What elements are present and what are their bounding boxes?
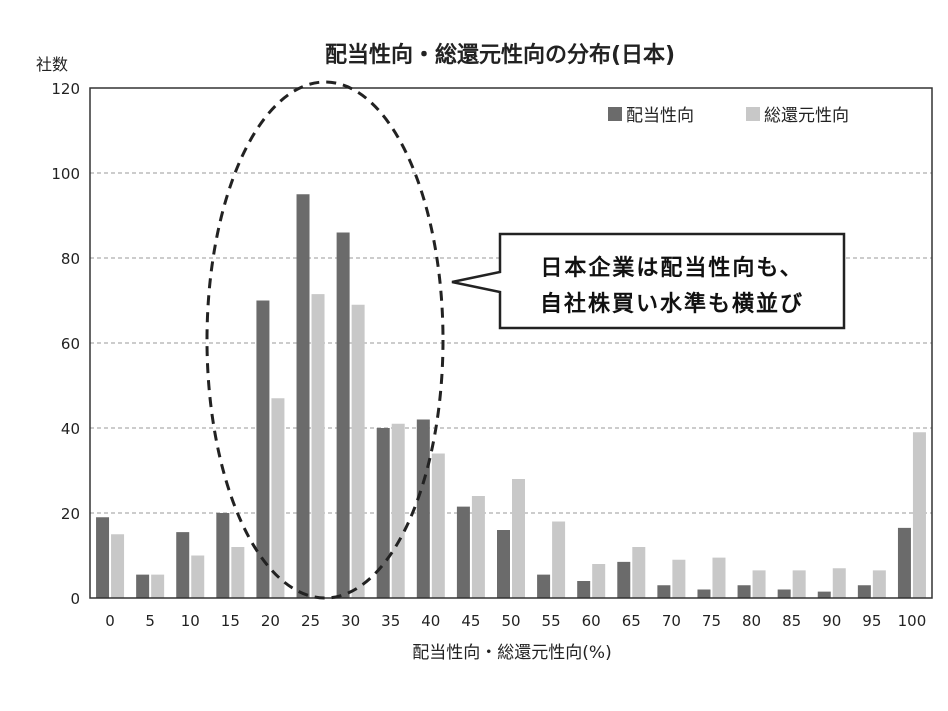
x-tick-label: 30 bbox=[341, 612, 360, 630]
callout-line-1: 日本企業は配当性向も、 bbox=[540, 255, 803, 281]
bar-total-return-35 bbox=[391, 423, 405, 598]
bar-total-return-80 bbox=[752, 570, 766, 598]
x-tick-label: 60 bbox=[582, 612, 601, 630]
x-tick-label: 70 bbox=[662, 612, 681, 630]
y-tick-label: 20 bbox=[61, 505, 80, 523]
x-tick-label: 75 bbox=[702, 612, 721, 630]
x-axis-label: 配当性向・総還元性向(%) bbox=[412, 643, 611, 663]
x-tick-label: 20 bbox=[261, 612, 280, 630]
bar-total-return-75 bbox=[712, 557, 726, 598]
bar-total-return-95 bbox=[872, 570, 886, 598]
bar-dividend-85 bbox=[777, 589, 791, 598]
y-axis-label: 社数 bbox=[36, 55, 68, 74]
x-tick-label: 95 bbox=[862, 612, 881, 630]
bar-dividend-0 bbox=[96, 517, 110, 598]
x-tick-label: 35 bbox=[381, 612, 400, 630]
bar-dividend-60 bbox=[577, 581, 591, 598]
bar-dividend-10 bbox=[176, 532, 190, 598]
bar-total-return-60 bbox=[592, 564, 606, 598]
bar-dividend-90 bbox=[817, 591, 831, 598]
chart-title: 配当性向・総還元性向の分布(日本) bbox=[325, 42, 675, 68]
axes: 0 20 40 60 80 100 120 0 5 10 15 20 25 30 35 40 45 50 55 60 6… bbox=[51, 80, 933, 630]
bar-dividend-65 bbox=[617, 561, 631, 598]
x-tick-label: 45 bbox=[461, 612, 480, 630]
highlight-ellipse bbox=[205, 80, 445, 600]
bar-total-return-100 bbox=[912, 432, 926, 598]
legend-swatch-dividend bbox=[608, 107, 622, 121]
bar-total-return-25 bbox=[311, 294, 325, 598]
x-tick-label: 0 bbox=[105, 612, 115, 630]
x-tick-label: 5 bbox=[145, 612, 155, 630]
bar-total-return-30 bbox=[351, 304, 365, 598]
bar-dividend-80 bbox=[737, 585, 751, 598]
bar-total-return-85 bbox=[792, 570, 806, 598]
x-tick-label: 10 bbox=[181, 612, 200, 630]
bar-total-return-65 bbox=[632, 547, 646, 598]
bars bbox=[96, 194, 926, 598]
x-tick-label: 65 bbox=[622, 612, 641, 630]
bar-dividend-5 bbox=[136, 574, 150, 598]
x-tick-label: 85 bbox=[782, 612, 801, 630]
bar-total-return-15 bbox=[231, 547, 245, 598]
bar-total-return-0 bbox=[111, 534, 125, 598]
bar-total-return-45 bbox=[471, 496, 485, 598]
bar-total-return-50 bbox=[512, 479, 525, 598]
bar-dividend-45 bbox=[456, 506, 470, 598]
x-tick-label: 90 bbox=[822, 612, 841, 630]
bar-total-return-55 bbox=[552, 521, 566, 598]
gridlines bbox=[90, 172, 932, 514]
callout-line-2: 自社株買い水準も横並び bbox=[540, 291, 804, 317]
y-tick-label: 40 bbox=[61, 420, 80, 438]
x-tick-label: 15 bbox=[221, 612, 240, 630]
x-tick-label: 50 bbox=[501, 612, 520, 630]
x-tick-label: 25 bbox=[301, 612, 320, 630]
legend-swatch-total-return bbox=[746, 107, 760, 121]
bar-total-return-10 bbox=[191, 555, 205, 598]
legend: 配当性向 総還元性向 bbox=[608, 106, 849, 126]
plot-frame bbox=[89, 87, 933, 599]
x-tick-label: 40 bbox=[421, 612, 440, 630]
callout: 日本企業は配当性向も、 自社株買い水準も横並び bbox=[451, 232, 846, 330]
x-tick-label: 100 bbox=[898, 612, 927, 630]
bar-dividend-15 bbox=[216, 513, 230, 598]
y-tick-label: 80 bbox=[61, 250, 80, 268]
y-tick-label: 60 bbox=[61, 335, 80, 353]
bar-total-return-40 bbox=[431, 453, 445, 598]
x-tick-label: 80 bbox=[742, 612, 761, 630]
bar-dividend-95 bbox=[857, 585, 871, 598]
bar-dividend-30 bbox=[336, 232, 350, 598]
bar-dividend-55 bbox=[537, 574, 551, 598]
bar-total-return-70 bbox=[672, 559, 686, 598]
bar-dividend-100 bbox=[897, 527, 911, 598]
bar-dividend-35 bbox=[376, 428, 390, 598]
bar-dividend-20 bbox=[256, 300, 270, 598]
bar-dividend-25 bbox=[296, 194, 310, 598]
bar-dividend-75 bbox=[697, 589, 711, 598]
bar-total-return-5 bbox=[151, 574, 165, 598]
bar-total-return-90 bbox=[832, 568, 846, 598]
y-tick-label: 0 bbox=[70, 590, 80, 608]
bar-dividend-40 bbox=[416, 419, 430, 598]
legend-label-dividend: 配当性向 bbox=[626, 106, 694, 126]
bar-dividend-50 bbox=[497, 530, 510, 598]
bar-total-return-20 bbox=[271, 398, 285, 598]
y-tick-label: 120 bbox=[51, 80, 80, 98]
legend-label-total-return: 総還元性向 bbox=[764, 106, 849, 126]
bar-dividend-70 bbox=[657, 585, 671, 598]
x-tick-label: 55 bbox=[542, 612, 561, 630]
callout-box bbox=[451, 232, 846, 330]
y-tick-label: 100 bbox=[51, 165, 80, 183]
